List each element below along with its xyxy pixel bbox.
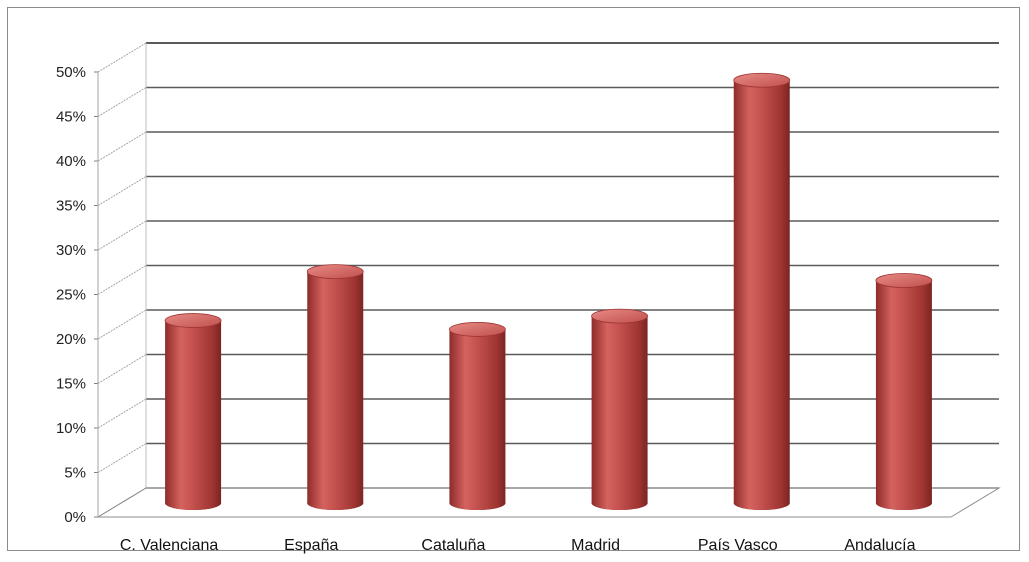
y-tick-label: 15% [56, 376, 86, 393]
x-category-label: Andalucía [844, 537, 915, 554]
bar-top [591, 308, 648, 324]
x-category-label: País Vasco [698, 537, 778, 554]
side-wall-line [97, 265, 147, 295]
bar-body [733, 80, 790, 503]
y-tick-label: 25% [56, 287, 86, 304]
y-axis-ticks: 0% 5% 10% 15% 20% 25% 30% 35% 40% 45% 50% [56, 64, 86, 526]
bar-2 [449, 322, 506, 510]
bar-bottom-rim [165, 496, 222, 510]
bar-body [307, 271, 364, 503]
bar-4 [733, 72, 791, 510]
x-category-label: Madrid [571, 537, 620, 554]
bar-top [164, 313, 222, 328]
bar-top [875, 273, 933, 288]
y-tick-label: 35% [56, 198, 86, 215]
y-tick-label: 50% [56, 64, 86, 81]
y-tick-label: 0% [64, 509, 86, 526]
bar-bottom-rim [875, 496, 932, 510]
bar-bottom-rim [591, 496, 648, 510]
bar-0 [164, 313, 222, 510]
bar-1 [306, 264, 364, 510]
bar-bottom-rim [449, 496, 506, 510]
y-tick-label: 30% [56, 242, 86, 259]
bar-bottom-rim [307, 496, 364, 510]
side-wall-line [97, 176, 147, 206]
floor-edge [97, 487, 1001, 518]
bars [164, 72, 933, 510]
side-wall-line [97, 443, 147, 473]
bar-body [449, 329, 506, 503]
bar-top [449, 322, 506, 337]
x-category-label: España [284, 537, 338, 554]
side-wall-line [97, 131, 147, 162]
bar-body [875, 280, 932, 503]
x-category-label: Cataluña [421, 537, 485, 554]
side-wall-line [97, 220, 147, 251]
y-tick-label: 40% [56, 153, 86, 170]
bar-3 [591, 308, 648, 510]
bar-bottom-rim [733, 496, 790, 510]
bar-top [306, 264, 364, 280]
side-wall-line [97, 42, 147, 73]
y-tick-label: 45% [56, 109, 86, 126]
back-wall [94, 42, 1001, 518]
y-tick-label: 5% [64, 465, 86, 482]
bar-5 [875, 273, 933, 510]
side-wall-line [97, 354, 147, 384]
side-wall-line [97, 87, 147, 117]
x-axis-categories: C. Valenciana España Cataluña Madrid País Va… [120, 537, 916, 554]
y-tick-label: 20% [56, 331, 86, 348]
y-tick-label: 10% [56, 420, 86, 437]
bar-top [733, 72, 791, 88]
bar-body [591, 316, 648, 503]
bar-body [165, 320, 222, 503]
side-wall-line [97, 309, 147, 340]
side-wall-line [97, 398, 147, 429]
x-category-label: C. Valenciana [120, 537, 219, 554]
